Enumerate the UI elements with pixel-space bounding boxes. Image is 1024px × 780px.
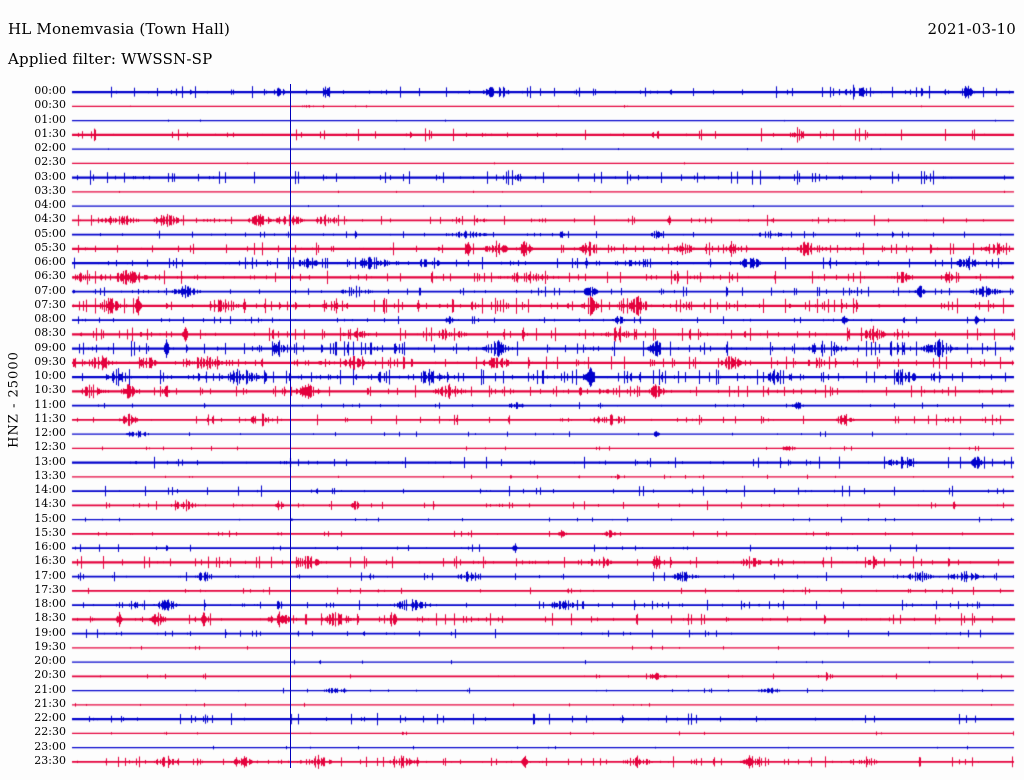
row-time-label: 18:00	[34, 597, 66, 611]
row-time-label: 16:30	[34, 554, 66, 568]
row-time-label: 05:00	[34, 226, 66, 240]
row-time-label: 10:00	[34, 369, 66, 383]
row-time-label: 11:30	[34, 411, 66, 425]
row-time-label: 04:30	[34, 212, 66, 226]
row-time-label: 20:00	[34, 654, 66, 668]
row-time-label: 17:30	[34, 582, 66, 596]
row-time-label: 04:00	[34, 198, 66, 212]
row-time-label: 23:00	[34, 739, 66, 753]
row-time-label: 08:30	[34, 326, 66, 340]
row-time-label: 16:00	[34, 540, 66, 554]
row-time-label: 12:30	[34, 440, 66, 454]
row-time-label: 09:00	[34, 340, 66, 354]
row-time-label: 10:30	[34, 383, 66, 397]
row-time-label: 07:00	[34, 283, 66, 297]
row-time-label: 17:00	[34, 568, 66, 582]
row-time-label: 11:00	[34, 397, 66, 411]
row-time-label: 15:30	[34, 525, 66, 539]
row-time-label: 12:00	[34, 426, 66, 440]
row-time-label: 00:30	[34, 98, 66, 112]
row-time-label: 08:00	[34, 312, 66, 326]
row-time-label: 05:30	[34, 240, 66, 254]
time-marker-line	[290, 84, 291, 768]
row-time-label: 02:30	[34, 155, 66, 169]
row-time-label: 02:00	[34, 141, 66, 155]
row-time-label: 06:30	[34, 269, 66, 283]
row-time-label: 22:00	[34, 711, 66, 725]
row-time-label: 21:00	[34, 682, 66, 696]
row-time-label: 03:00	[34, 169, 66, 183]
row-time-label: 07:30	[34, 297, 66, 311]
row-time-label: 15:00	[34, 511, 66, 525]
row-time-label: 01:00	[34, 112, 66, 126]
row-time-label: 00:00	[34, 84, 66, 98]
row-time-label: 13:30	[34, 468, 66, 482]
row-time-label: 03:30	[34, 183, 66, 197]
row-time-label: 06:00	[34, 255, 66, 269]
row-time-label: 18:30	[34, 611, 66, 625]
row-time-label: 20:30	[34, 668, 66, 682]
row-time-label: 01:30	[34, 126, 66, 140]
row-time-label: 14:30	[34, 497, 66, 511]
row-time-label: 19:30	[34, 639, 66, 653]
row-time-label: 14:00	[34, 483, 66, 497]
row-time-label: 22:30	[34, 725, 66, 739]
row-time-label: 09:30	[34, 354, 66, 368]
row-time-label: 21:30	[34, 696, 66, 710]
row-time-label: 13:00	[34, 454, 66, 468]
row-time-label: 23:30	[34, 753, 66, 767]
row-time-label: 19:00	[34, 625, 66, 639]
